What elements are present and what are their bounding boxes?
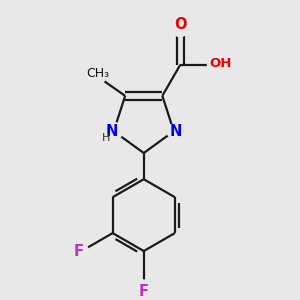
Circle shape	[75, 244, 88, 258]
Text: CH₃: CH₃	[86, 67, 109, 80]
Text: N: N	[106, 124, 118, 139]
Text: F: F	[139, 284, 149, 298]
Circle shape	[105, 122, 122, 140]
Text: O: O	[174, 17, 187, 32]
Circle shape	[167, 124, 181, 138]
Circle shape	[86, 65, 106, 85]
Text: OH: OH	[210, 57, 232, 70]
Text: F: F	[74, 244, 84, 259]
Circle shape	[137, 280, 151, 294]
Circle shape	[207, 56, 225, 74]
Text: N: N	[169, 124, 182, 139]
Circle shape	[172, 21, 188, 37]
Text: H: H	[102, 133, 110, 143]
